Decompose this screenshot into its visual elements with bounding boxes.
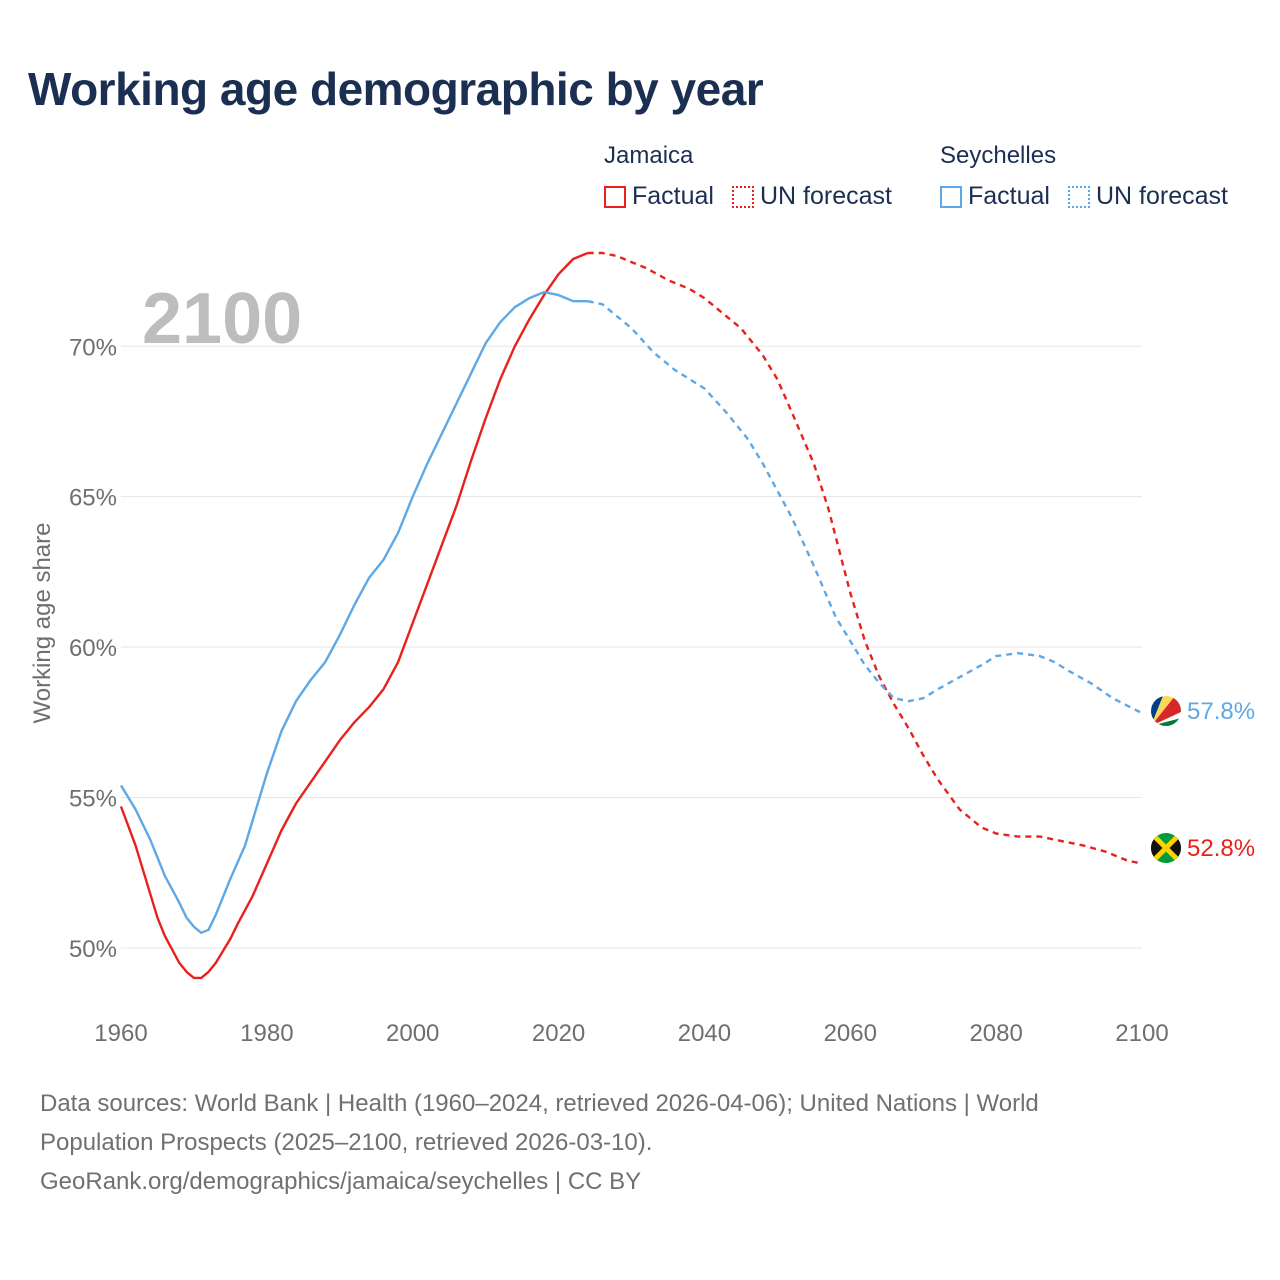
x-tick-label: 2000	[386, 1020, 439, 1047]
y-tick-label: 50%	[69, 936, 117, 963]
jamaica-flag-icon	[1151, 833, 1181, 863]
legend-group-name: Seychelles	[940, 142, 1057, 169]
legend-item-seychelles-forecast[interactable]: UN forecast	[1067, 182, 1228, 211]
y-tick-label: 65%	[69, 485, 117, 512]
y-tick-label: 70%	[69, 334, 117, 361]
y-tick-label: 60%	[69, 635, 117, 662]
legend-group-name: Jamaica	[604, 142, 694, 169]
legend-swatch-dotted	[731, 185, 754, 208]
y-tick-label: 55%	[69, 785, 117, 812]
x-tick-label: 1960	[94, 1020, 147, 1047]
legend-swatch-solid	[940, 185, 962, 208]
seychelles-flag-icon	[1151, 696, 1181, 726]
year-watermark: 2100	[142, 279, 302, 359]
legend-label: Factual	[632, 182, 714, 210]
end-label-seychelles: 57.8%	[1187, 698, 1255, 725]
chart-title: Working age demographic by year	[28, 63, 764, 115]
data-sources: Data sources: World Bank | Health (1960–…	[40, 1084, 1240, 1201]
sources-line-3: GeoRank.org/demographics/jamaica/seychel…	[40, 1168, 642, 1195]
legend-group-jamaica: Jamaica Factual UN forecast	[604, 142, 892, 211]
series-line-jamaica-forecast[interactable]	[587, 251, 1143, 865]
sources-line-2: Population Prospects (2025–2100, retriev…	[40, 1129, 653, 1156]
x-tick-label: 2060	[824, 1020, 877, 1047]
y-axis-label: Working age share	[29, 523, 56, 724]
series-line-seychelles-forecast[interactable]	[587, 300, 1143, 715]
sources-line-1: Data sources: World Bank | Health (1960–…	[40, 1090, 1039, 1117]
x-tick-label: 1980	[240, 1020, 293, 1047]
legend-item-jamaica-factual[interactable]: Factual	[604, 182, 714, 211]
series-line-jamaica-factual[interactable]	[119, 251, 589, 980]
legend-label: UN forecast	[1095, 182, 1228, 210]
legend-item-seychelles-factual[interactable]: Factual	[940, 182, 1050, 211]
x-tick-label: 2040	[678, 1020, 731, 1047]
legend-group-seychelles: Seychelles Factual UN forecast	[940, 142, 1228, 211]
series-line-seychelles-factual[interactable]	[119, 290, 588, 934]
line-chart: 2100 Working age share 50% 55% 60% 65% 70% 1…	[29, 251, 1255, 1047]
legend-label: Factual	[968, 182, 1050, 210]
legend-item-jamaica-forecast[interactable]: UN forecast	[731, 182, 892, 211]
end-label-jamaica: 52.8%	[1187, 835, 1255, 862]
x-tick-label: 2080	[969, 1020, 1022, 1047]
legend-swatch-solid	[604, 185, 626, 208]
legend-label: UN forecast	[759, 182, 892, 210]
x-tick-label: 2020	[532, 1020, 585, 1047]
legend-swatch-dotted	[1067, 185, 1090, 208]
x-tick-label: 2100	[1115, 1020, 1168, 1047]
